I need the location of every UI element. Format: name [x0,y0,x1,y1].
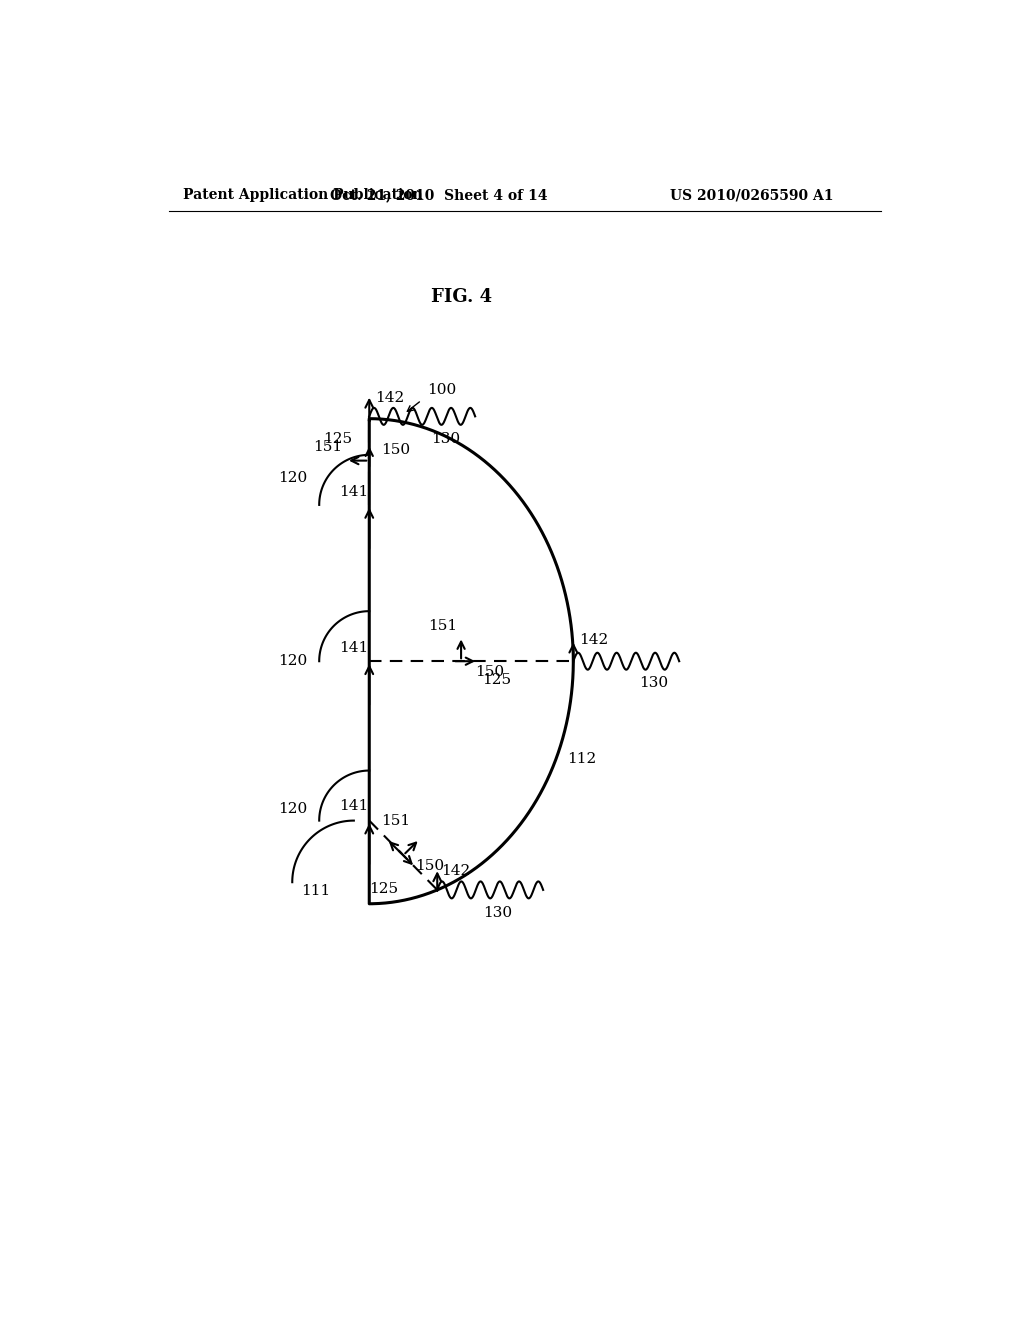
Text: 142: 142 [580,634,608,647]
Text: 120: 120 [279,655,307,668]
Text: 130: 130 [639,676,668,690]
Text: FIG. 4: FIG. 4 [431,288,493,306]
Text: 111: 111 [301,884,330,899]
Text: 130: 130 [431,433,460,446]
Text: 142: 142 [376,391,404,405]
Text: 125: 125 [482,673,512,686]
Text: 150: 150 [381,442,410,457]
Text: 130: 130 [483,906,513,920]
Text: 141: 141 [339,642,369,655]
Text: 141: 141 [339,484,369,499]
Text: 141: 141 [339,799,369,813]
Text: 120: 120 [279,803,307,816]
Text: Patent Application Publication: Patent Application Publication [183,189,423,202]
Text: 151: 151 [428,619,458,632]
Text: Oct. 21, 2010  Sheet 4 of 14: Oct. 21, 2010 Sheet 4 of 14 [330,189,547,202]
Text: 150: 150 [475,665,504,678]
Text: 125: 125 [369,882,398,896]
Text: 112: 112 [567,752,597,766]
Text: 100: 100 [427,383,457,397]
Text: 151: 151 [381,814,411,829]
Text: 125: 125 [323,432,352,446]
Text: US 2010/0265590 A1: US 2010/0265590 A1 [670,189,834,202]
Text: 151: 151 [313,441,342,454]
Text: 120: 120 [279,471,307,484]
Text: 150: 150 [415,859,444,873]
Text: 142: 142 [441,865,470,878]
